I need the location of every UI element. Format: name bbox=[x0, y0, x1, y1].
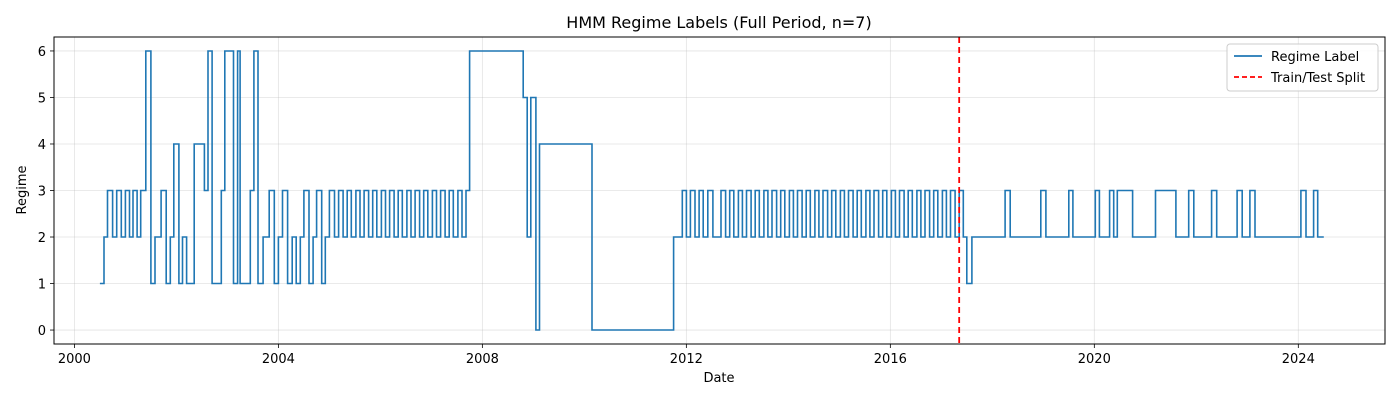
y-tick-label: 6 bbox=[38, 45, 46, 60]
legend: Regime Label Train/Test Split bbox=[1226, 43, 1379, 92]
x-axis-label: Date bbox=[703, 371, 734, 386]
y-tick-label: 2 bbox=[38, 231, 46, 246]
grid bbox=[54, 37, 1385, 344]
regime-label-series-line bbox=[99, 50, 1324, 331]
legend-box bbox=[1226, 43, 1379, 92]
x-tick-label: 2004 bbox=[262, 352, 295, 367]
ticks: 2000 2004 2008 2012 2016 2020 2024 0 1 2 3 4 5 6 bbox=[38, 45, 1315, 367]
x-tick-label: 2020 bbox=[1078, 352, 1111, 367]
y-tick-label: 4 bbox=[38, 138, 46, 153]
y-axis-label: Regime bbox=[15, 166, 30, 215]
x-tick-label: 2024 bbox=[1282, 352, 1315, 367]
series-layer bbox=[99, 37, 1324, 344]
y-tick-label: 5 bbox=[38, 91, 46, 106]
legend-entry-train-test-split: Train/Test Split bbox=[1270, 71, 1365, 86]
x-tick-label: 2008 bbox=[466, 352, 499, 367]
x-tick-label: 2000 bbox=[58, 352, 91, 367]
y-tick-label: 1 bbox=[38, 278, 46, 293]
y-tick-label: 3 bbox=[38, 185, 46, 200]
x-tick-label: 2016 bbox=[874, 352, 907, 367]
x-tick-label: 2012 bbox=[670, 352, 703, 367]
legend-entry-regime-label: Regime Label bbox=[1271, 50, 1359, 65]
y-tick-label: 0 bbox=[38, 324, 46, 339]
chart-title: HMM Regime Labels (Full Period, n=7) bbox=[566, 13, 871, 32]
